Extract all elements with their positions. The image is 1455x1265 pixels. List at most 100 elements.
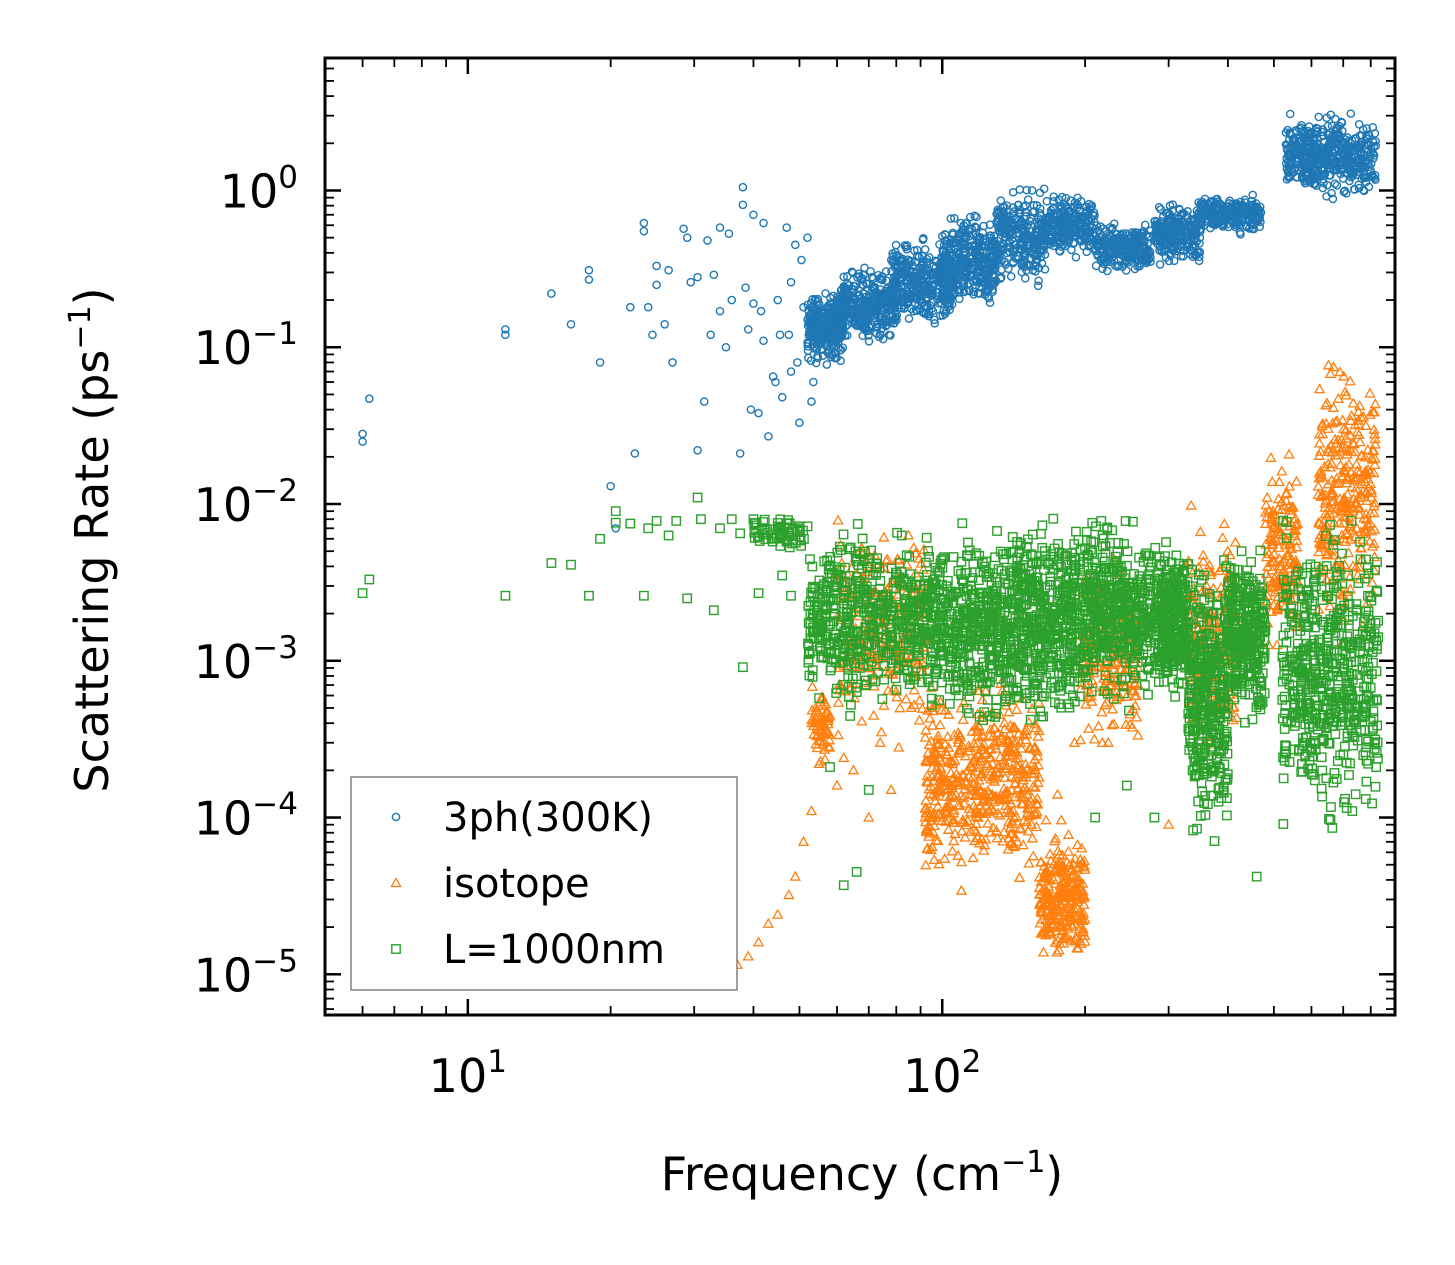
- point-3ph: [863, 279, 872, 289]
- point-3ph: [1155, 260, 1165, 269]
- point-isotope: [1266, 476, 1279, 487]
- point-isotope: [1290, 475, 1303, 486]
- point-isotope: [1062, 828, 1075, 839]
- point-3ph: [970, 245, 980, 254]
- point-3ph: [727, 295, 737, 305]
- point-3ph: [652, 280, 661, 290]
- point-3ph: [1224, 208, 1233, 217]
- point-3ph: [918, 298, 928, 307]
- point-3ph: [892, 250, 901, 260]
- point-3ph: [358, 437, 367, 446]
- point-3ph: [918, 235, 928, 244]
- point-3ph: [1248, 220, 1257, 230]
- point-3ph: [996, 196, 1006, 205]
- point-3ph: [946, 214, 956, 223]
- point-3ph: [848, 268, 858, 278]
- point-3ph: [1009, 247, 1018, 257]
- point-isotope: [1051, 788, 1064, 799]
- point-3ph: [786, 277, 796, 287]
- point-3ph: [842, 331, 852, 340]
- point-3ph: [930, 319, 940, 328]
- point-3ph: [1244, 211, 1253, 220]
- point-3ph: [1049, 197, 1058, 206]
- point-3ph: [1196, 205, 1206, 215]
- point-3ph: [1065, 231, 1075, 241]
- point-3ph: [1131, 237, 1140, 247]
- point-3ph: [825, 299, 835, 308]
- point-isotope: [762, 917, 775, 928]
- point-3ph: [816, 312, 826, 321]
- point-3ph: [1150, 216, 1159, 226]
- point-3ph: [993, 255, 1003, 264]
- point-3ph: [611, 523, 621, 533]
- point-3ph: [1126, 256, 1135, 265]
- point-3ph: [1233, 211, 1243, 221]
- point-3ph: [863, 326, 873, 336]
- point-isotope: [1276, 465, 1288, 476]
- point-3ph: [992, 217, 1002, 227]
- point-3ph: [932, 274, 941, 283]
- point-3ph: [1084, 241, 1094, 251]
- point-3ph: [639, 218, 649, 228]
- point-isotope: [938, 852, 951, 863]
- point-isotope: [1092, 720, 1105, 731]
- point-3ph: [858, 331, 868, 341]
- point-3ph: [939, 294, 948, 304]
- point-3ph: [1028, 266, 1038, 275]
- point-3ph: [715, 223, 725, 232]
- point-3ph: [1035, 188, 1045, 198]
- point-isotope: [1261, 491, 1273, 502]
- point-3ph: [1156, 216, 1166, 226]
- point-3ph: [1091, 245, 1101, 254]
- point-3ph: [914, 252, 924, 262]
- point-isotope: [959, 831, 971, 842]
- point-3ph: [963, 268, 972, 278]
- point-3ph: [793, 358, 802, 367]
- point-3ph: [836, 332, 846, 341]
- point-isotope: [1283, 448, 1295, 459]
- point-3ph: [820, 328, 829, 337]
- point-3ph: [1346, 109, 1356, 118]
- point-3ph: [968, 277, 978, 286]
- point-3ph: [1020, 232, 1030, 242]
- point-3ph: [1241, 215, 1251, 225]
- point-3ph: [1230, 222, 1240, 232]
- point-3ph: [871, 309, 880, 319]
- point-3ph: [992, 256, 1001, 265]
- point-3ph: [995, 227, 1004, 237]
- point-isotope: [932, 800, 944, 811]
- point-3ph: [825, 313, 835, 322]
- point-isotope: [1218, 518, 1231, 529]
- point-3ph: [807, 308, 817, 318]
- point-isotope: [789, 870, 802, 881]
- point-3ph: [840, 310, 849, 320]
- point-3ph: [949, 278, 959, 288]
- point-isotope: [1051, 946, 1063, 957]
- point-isotope: [1082, 722, 1095, 733]
- point-3ph: [584, 275, 594, 284]
- point-3ph: [1318, 174, 1328, 184]
- point-3ph: [863, 294, 873, 303]
- point-3ph: [894, 266, 904, 276]
- point-3ph: [935, 311, 945, 320]
- point-isotope: [1062, 845, 1075, 856]
- point-3ph: [639, 226, 649, 236]
- point-3ph: [738, 182, 748, 192]
- point-3ph: [1198, 200, 1208, 209]
- point-3ph: [847, 314, 856, 323]
- point-3ph: [1075, 205, 1084, 214]
- point-3ph: [1109, 236, 1119, 245]
- point-3ph: [864, 331, 873, 340]
- point-3ph: [958, 225, 967, 235]
- point-3ph: [997, 245, 1006, 255]
- point-3ph: [1015, 205, 1024, 215]
- point-3ph: [1140, 220, 1150, 230]
- point-3ph: [904, 314, 914, 323]
- point-isotope: [893, 741, 905, 752]
- point-3ph: [648, 330, 657, 340]
- point-3ph: [664, 265, 673, 275]
- point-isotope: [878, 531, 890, 542]
- point-3ph: [754, 408, 763, 418]
- point-3ph: [1033, 281, 1043, 291]
